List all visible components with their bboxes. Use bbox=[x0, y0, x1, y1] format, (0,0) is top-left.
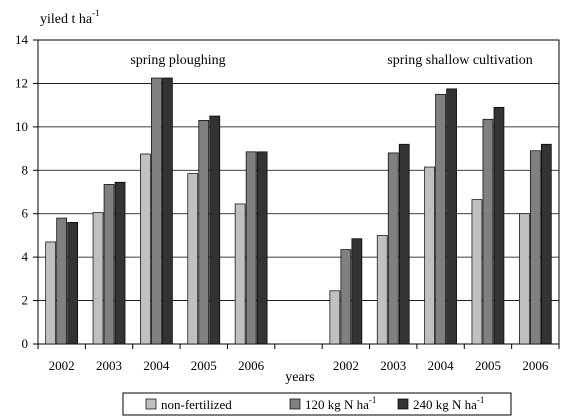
bar bbox=[67, 222, 79, 345]
y-axis-label-text: yiled t ha bbox=[40, 12, 93, 27]
x-tick-label: 2002 bbox=[333, 358, 359, 373]
x-tick-label: 2003 bbox=[96, 358, 122, 373]
bar bbox=[56, 217, 68, 345]
bar bbox=[114, 181, 126, 345]
y-tick-label: 0 bbox=[22, 336, 29, 351]
bar bbox=[103, 184, 115, 345]
x-tick-label: 2006 bbox=[238, 358, 265, 373]
bar bbox=[45, 241, 57, 345]
x-tick-label: 2002 bbox=[49, 358, 75, 373]
bar bbox=[424, 166, 435, 345]
legend-label: 240 kg N ha-1 bbox=[413, 395, 484, 412]
y-tick-label: 6 bbox=[22, 206, 29, 221]
legend: non-fertilized 120 kg N ha-1 240 kg N ha-1 bbox=[122, 392, 512, 416]
bar bbox=[435, 93, 446, 345]
legend-label: 120 kg N ha-1 bbox=[305, 395, 376, 412]
bar bbox=[493, 106, 505, 345]
bar bbox=[256, 151, 268, 345]
bar bbox=[340, 249, 352, 345]
x-tick-label: 2004 bbox=[143, 358, 170, 373]
bar bbox=[540, 143, 552, 345]
x-tick-label: 2005 bbox=[475, 358, 501, 373]
bar bbox=[387, 152, 399, 345]
y-tick-label: 4 bbox=[22, 249, 29, 264]
legend-label-sup: -1 bbox=[477, 395, 485, 405]
bar bbox=[471, 199, 483, 345]
bar bbox=[482, 118, 494, 345]
bar bbox=[187, 173, 199, 345]
bar bbox=[529, 150, 541, 345]
bar bbox=[162, 77, 173, 345]
legend-box bbox=[122, 392, 512, 416]
bar bbox=[351, 238, 363, 345]
x-tick-label: 2004 bbox=[428, 358, 455, 373]
bar bbox=[245, 151, 257, 345]
bar bbox=[140, 153, 151, 345]
bar bbox=[92, 212, 104, 345]
bar bbox=[446, 88, 457, 345]
y-tick-label: 14 bbox=[15, 32, 29, 47]
bar bbox=[198, 119, 210, 345]
y-tick-label: 8 bbox=[22, 162, 29, 177]
legend-label-text: non-fertilized bbox=[161, 397, 232, 412]
x-tick-label: 2006 bbox=[522, 358, 549, 373]
bar bbox=[209, 115, 221, 345]
plot-frame bbox=[37, 39, 560, 345]
x-axis-label: years bbox=[285, 370, 315, 385]
legend-swatch bbox=[397, 398, 409, 410]
bar bbox=[234, 203, 246, 345]
group-label: spring ploughing bbox=[130, 53, 225, 68]
x-tick-label: 2005 bbox=[191, 358, 217, 373]
legend-label: non-fertilized bbox=[161, 397, 232, 412]
legend-label-text: 120 kg N ha bbox=[305, 397, 369, 412]
y-axis-label-sup: -1 bbox=[92, 8, 100, 18]
y-tick-label: 10 bbox=[15, 119, 28, 134]
bar bbox=[518, 213, 530, 345]
legend-label-text: 240 kg N ha bbox=[413, 397, 477, 412]
y-tick-label: 12 bbox=[15, 75, 28, 90]
y-axis-label: yiled t ha-1 bbox=[40, 8, 100, 27]
legend-swatch bbox=[289, 398, 301, 410]
y-tick-label: 2 bbox=[22, 293, 29, 308]
bar bbox=[329, 290, 341, 345]
bar bbox=[376, 235, 388, 345]
bar bbox=[151, 77, 162, 345]
group-label: spring shallow cultivation bbox=[387, 53, 532, 68]
legend-swatch bbox=[145, 398, 157, 410]
legend-label-sup: -1 bbox=[369, 395, 377, 405]
bar bbox=[398, 143, 410, 345]
x-tick-label: 2003 bbox=[380, 358, 406, 373]
